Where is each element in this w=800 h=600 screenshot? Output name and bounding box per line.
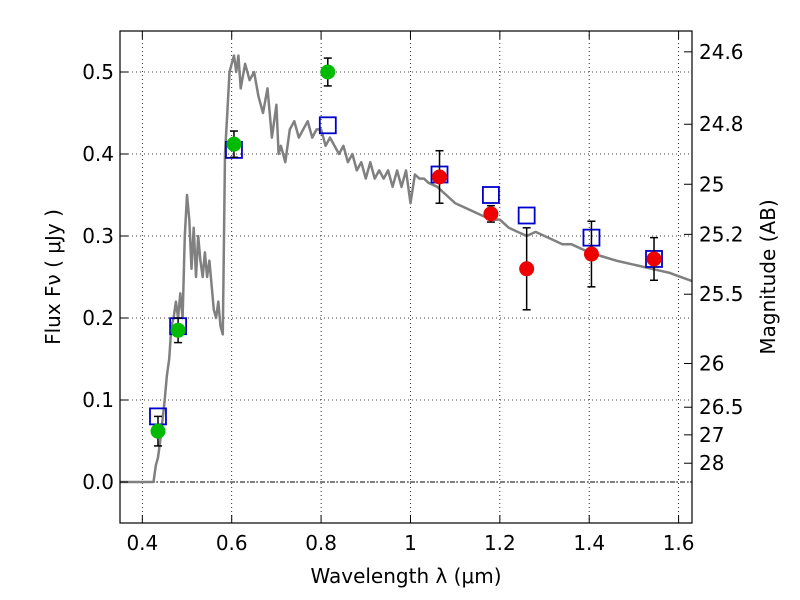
axis-ticks: 0.4 0.6 0.8 1 1.2 1.4 1.6 0.0 0.1 0.2 0.3 0.4 0.5 24.… bbox=[82, 31, 744, 555]
y-tick-label: 0.0 bbox=[82, 470, 114, 494]
y-tick-label: 0.2 bbox=[82, 306, 114, 330]
plot-frame bbox=[119, 30, 693, 524]
right-tick-label: 28 bbox=[699, 451, 724, 475]
model-photometry-squares bbox=[149, 116, 663, 426]
y-tick-label: 0.5 bbox=[82, 60, 114, 84]
model-template-curve bbox=[120, 54, 693, 484]
observed-point bbox=[519, 261, 535, 277]
x-tick-label: 1 bbox=[404, 531, 417, 555]
model-photometry-square bbox=[517, 206, 536, 225]
right-tick-label: 24.6 bbox=[699, 40, 744, 64]
observed-point bbox=[483, 206, 499, 222]
observed-point bbox=[170, 322, 186, 338]
x-tick-label: 1.2 bbox=[484, 531, 516, 555]
observed-point bbox=[646, 251, 662, 267]
observed-point bbox=[320, 64, 336, 80]
right-axis-label: Magnitude (AB) bbox=[756, 199, 780, 354]
y-axis-label: Flux Fν ( μJy ) bbox=[41, 209, 65, 345]
model-photometry-square bbox=[318, 116, 337, 135]
x-tick-label: 0.4 bbox=[126, 531, 158, 555]
y-tick-label: 0.3 bbox=[82, 224, 114, 248]
right-tick-label: 25 bbox=[699, 172, 724, 196]
observed-points bbox=[150, 57, 662, 447]
right-tick-label: 25.2 bbox=[699, 222, 744, 246]
x-tick-label: 0.6 bbox=[216, 531, 248, 555]
y-tick-label: 0.4 bbox=[82, 142, 114, 166]
x-tick-label: 1.6 bbox=[663, 531, 695, 555]
model-template-line bbox=[120, 54, 693, 484]
observed-point bbox=[432, 169, 448, 185]
right-tick-label: 26.5 bbox=[699, 395, 744, 419]
x-axis-label: Wavelength λ (μm) bbox=[310, 564, 501, 588]
observed-point bbox=[583, 246, 599, 262]
observed-point bbox=[150, 423, 166, 439]
grid bbox=[120, 31, 692, 523]
right-tick-label: 24.8 bbox=[699, 112, 744, 136]
model-photometry-square bbox=[482, 186, 500, 204]
observed-point bbox=[226, 136, 242, 152]
right-tick-label: 25.5 bbox=[699, 282, 744, 306]
x-tick-label: 0.8 bbox=[305, 531, 337, 555]
right-tick-label: 27 bbox=[699, 423, 724, 447]
y-tick-label: 0.1 bbox=[82, 388, 114, 412]
right-tick-label: 26 bbox=[699, 352, 724, 376]
x-tick-label: 1.4 bbox=[573, 531, 605, 555]
